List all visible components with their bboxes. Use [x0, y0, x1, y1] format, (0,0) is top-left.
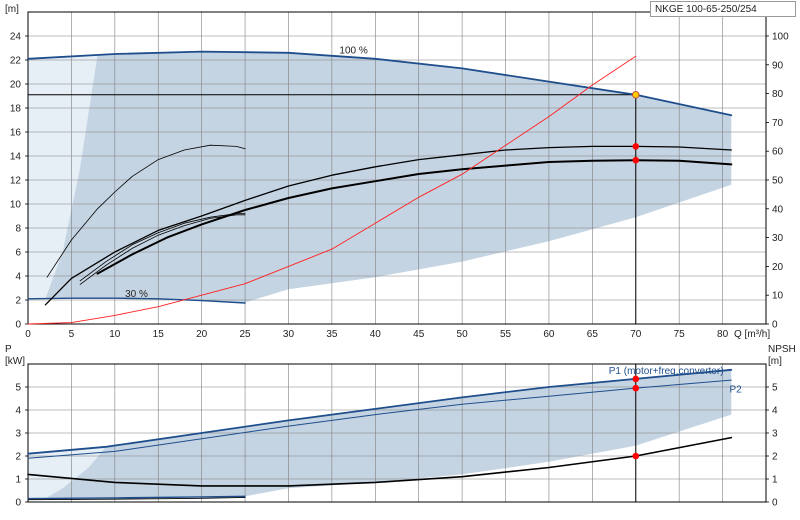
- curve-annotation: P2: [729, 384, 742, 395]
- pump-model-label: NKGE 100-65-250/254: [650, 1, 796, 17]
- y-axis-label: H: [5, 0, 12, 3]
- curve-annotation: P1 (motor+freq.converter): [609, 366, 724, 377]
- y-tick-label: 1: [15, 475, 21, 486]
- eta-series: [27, 55, 637, 325]
- y-tick-label: 4: [15, 406, 21, 417]
- y-tick-label: 24: [10, 32, 22, 43]
- curve-annotation: 100 %: [339, 45, 367, 56]
- y-axis-label: P: [5, 344, 12, 355]
- y-tick-label: 0: [15, 498, 21, 509]
- y2-tick-label: 50: [772, 175, 784, 186]
- head-panel: 0246810121416182022240102030405060708090…: [5, 0, 789, 340]
- duty-point-marker: [632, 143, 640, 150]
- y-tick-label: 18: [10, 104, 22, 115]
- curve-annotation: 30 %: [125, 289, 148, 300]
- y2-tick-label: 0: [772, 320, 778, 331]
- y-tick-label: 16: [10, 128, 22, 139]
- duty-point-marker: [632, 91, 640, 99]
- duty-point-marker: [632, 375, 640, 383]
- power-curve-3-series: [27, 495, 246, 500]
- y-tick-label: 4: [15, 272, 21, 283]
- y-axis-label: [kW]: [5, 356, 25, 367]
- y-tick-label: 3: [15, 429, 21, 440]
- x-tick-label: 70: [630, 329, 642, 340]
- power-curve-4-series: [27, 496, 246, 501]
- y-tick-label: 5: [15, 383, 21, 394]
- head-curve-5-series: [79, 214, 246, 285]
- x-tick-label: 15: [153, 329, 165, 340]
- y2-tick-label: 4: [772, 406, 778, 417]
- y2-tick-label: 5: [772, 383, 778, 394]
- x-tick-label: 60: [543, 329, 555, 340]
- low-flow-region: [28, 446, 107, 499]
- x-tick-label: 20: [196, 329, 208, 340]
- x-tick-label: 25: [239, 329, 251, 340]
- y2-tick-label: 3: [772, 429, 778, 440]
- y2-tick-label: 20: [772, 262, 784, 273]
- y-axis-label: [m]: [5, 4, 19, 15]
- x-tick-label: 30: [283, 329, 295, 340]
- y-tick-label: 0: [15, 320, 21, 331]
- x-tick-label: 5: [69, 329, 75, 340]
- x-tick-label: 55: [500, 329, 512, 340]
- p1-motor-freq-converter--series: [27, 368, 733, 455]
- x-axis-label: Q [m³/h]: [734, 329, 770, 340]
- y2-tick-label: 40: [772, 204, 784, 215]
- y-tick-label: 2: [15, 296, 21, 307]
- y2-tick-label: 100: [772, 31, 789, 42]
- x-tick-label: 45: [413, 329, 425, 340]
- y2-tick-label: 80: [772, 89, 784, 100]
- x-tick-label: 75: [674, 329, 686, 340]
- x-tick-label: 35: [326, 329, 338, 340]
- low-flow-region: [28, 55, 98, 299]
- y2-tick-label: 0: [772, 498, 778, 509]
- head-curve-1-series: [27, 297, 246, 304]
- power-curve-2-series: [27, 436, 733, 487]
- x-tick-label: 65: [587, 329, 599, 340]
- y-tick-label: 14: [10, 152, 22, 163]
- power-panel: 0 1 2 3 4 5 0 1 2 3 4 5 P[kW] NPSH[m] P1 (motor+freq.c…: [5, 344, 796, 509]
- y2-axis-label: NPSH: [768, 344, 796, 355]
- head-curve-0-series: [27, 50, 733, 117]
- head-curve-4-series: [46, 144, 246, 278]
- plot-frame: [27, 11, 767, 325]
- head-curve-6-series: [79, 213, 246, 282]
- x-tick-label: 50: [457, 329, 469, 340]
- y2-tick-label: 2: [772, 452, 778, 463]
- duty-point-marker: [632, 384, 640, 392]
- y2-tick-label: 10: [772, 291, 784, 302]
- x-tick-label: 80: [717, 329, 729, 340]
- y-tick-label: 22: [10, 56, 22, 67]
- x-tick-label: 10: [109, 329, 121, 340]
- p2-series: [27, 379, 732, 459]
- y-tick-label: 10: [10, 200, 22, 211]
- duty-point-marker: [632, 452, 640, 460]
- y2-tick-label: 60: [772, 147, 784, 158]
- y2-tick-label: 70: [772, 118, 784, 129]
- head-curve-3-series: [96, 159, 733, 275]
- y-tick-label: 12: [10, 176, 22, 187]
- y-tick-label: 2: [15, 452, 21, 463]
- y-tick-label: 6: [15, 248, 21, 259]
- operating-range-envelope: [28, 51, 732, 303]
- x-tick-label: 40: [370, 329, 382, 340]
- head-curve-2-series: [44, 145, 732, 306]
- duty-point-marker: [632, 156, 640, 164]
- y2-tick-label: 1: [772, 475, 778, 486]
- y2-axis-label: [m]: [768, 356, 782, 367]
- y2-tick-label: 90: [772, 60, 784, 71]
- y2-tick-label: 30: [772, 233, 784, 244]
- x-tick-label: 0: [25, 329, 31, 340]
- y-tick-label: 8: [15, 224, 21, 235]
- operating-range-envelope: [28, 369, 732, 499]
- y-tick-label: 20: [10, 80, 22, 91]
